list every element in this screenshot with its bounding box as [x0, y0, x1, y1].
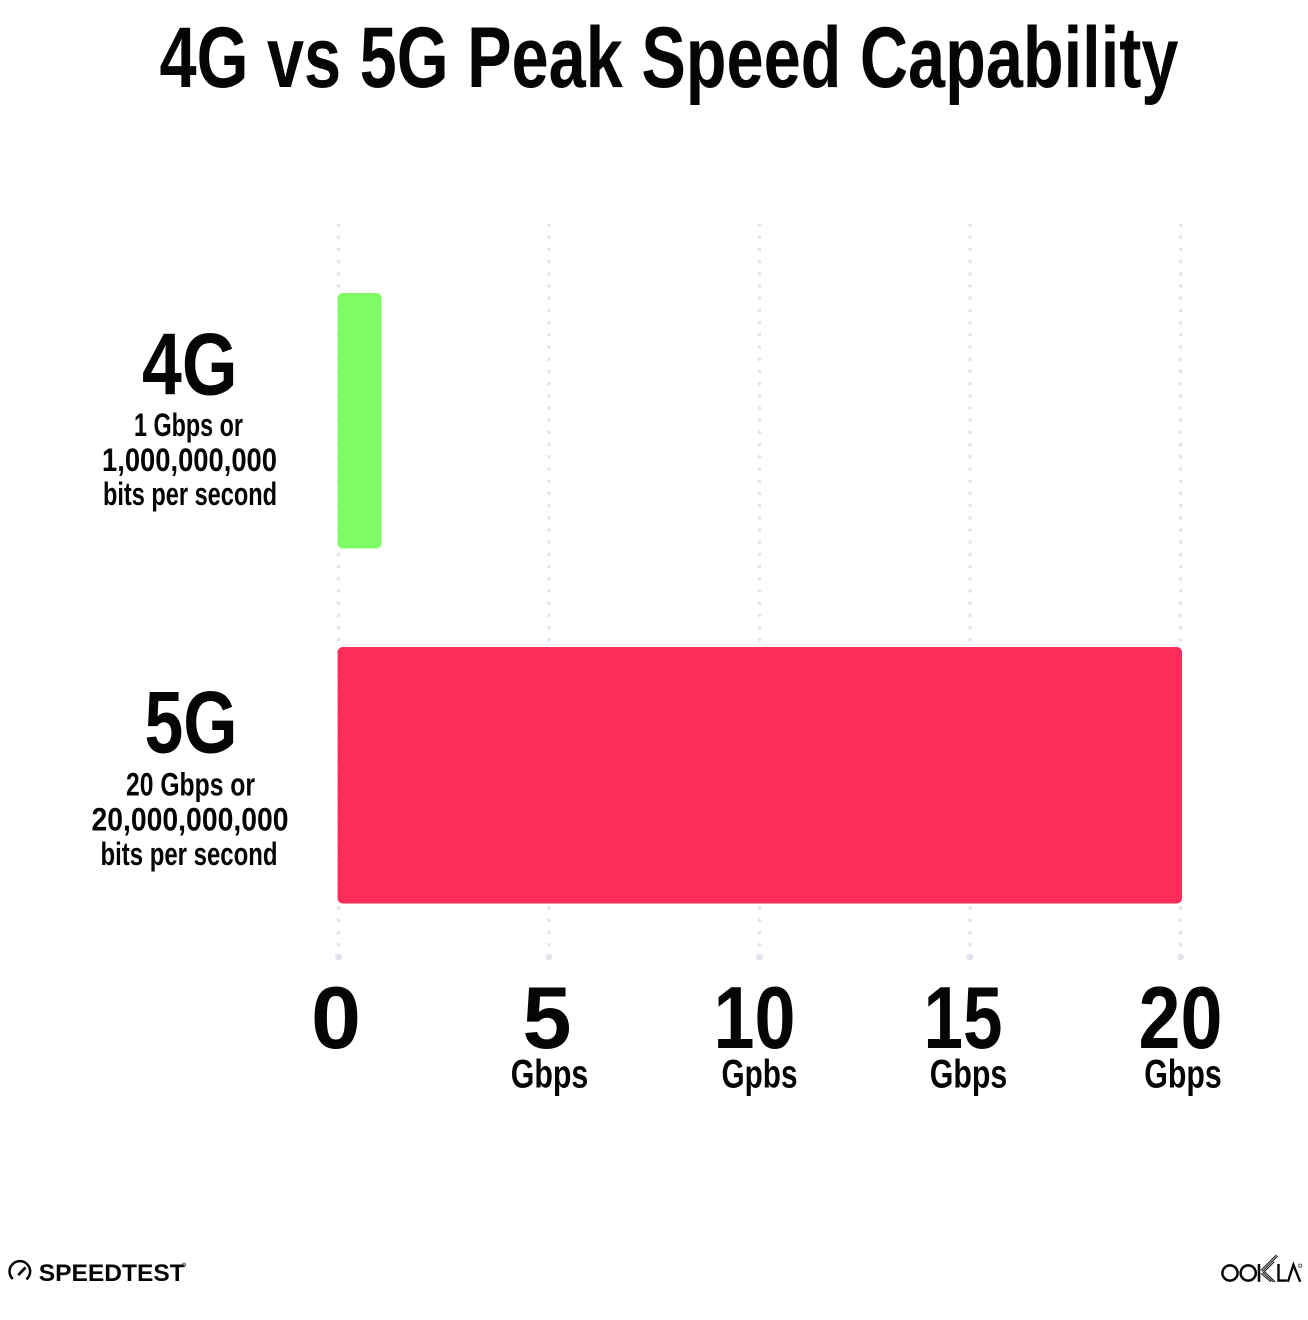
svg-text:5G: 5G — [145, 672, 238, 771]
svg-text:20 Gbps or: 20 Gbps or — [126, 766, 255, 802]
svg-text:Gbps: Gbps — [1144, 1053, 1222, 1097]
svg-text:4G vs 5G Peak Speed Capability: 4G vs 5G Peak Speed Capability — [160, 10, 1179, 106]
svg-text:Gpbs: Gpbs — [722, 1053, 798, 1097]
svg-text:0: 0 — [311, 968, 361, 1067]
svg-text:20,000,000,000: 20,000,000,000 — [92, 802, 289, 838]
svg-text:SPEEDTEST: SPEEDTEST — [39, 1260, 185, 1287]
svg-text:Gbps: Gbps — [511, 1053, 589, 1097]
svg-text:Gbps: Gbps — [930, 1053, 1008, 1097]
svg-text:20: 20 — [1139, 968, 1223, 1067]
svg-text:4G: 4G — [142, 315, 238, 414]
svg-text:1 Gbps or: 1 Gbps or — [134, 407, 243, 443]
svg-text:bits per second: bits per second — [103, 476, 277, 512]
svg-text:10: 10 — [714, 968, 796, 1067]
svg-text:bits per second: bits per second — [101, 836, 278, 872]
svg-text:5: 5 — [523, 968, 572, 1067]
svg-text:1,000,000,000: 1,000,000,000 — [102, 442, 277, 478]
svg-text:15: 15 — [924, 968, 1003, 1067]
